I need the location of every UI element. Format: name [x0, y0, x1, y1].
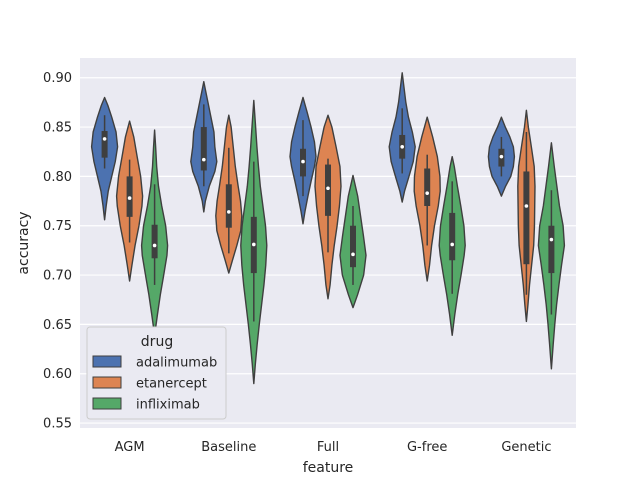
- y-tick-label: 0.55: [43, 417, 72, 432]
- legend: drug adalimumab etanercept infliximab: [86, 326, 227, 420]
- legend-label: adalimumab: [136, 356, 217, 371]
- y-tick-label: 0.90: [43, 71, 72, 86]
- violin-iqr-box: [101, 131, 108, 158]
- legend-swatch: [92, 376, 122, 389]
- violin-median: [351, 252, 355, 257]
- legend-label: etanercept: [136, 377, 207, 392]
- legend-box: [86, 326, 227, 420]
- x-axis-label: feature: [303, 460, 354, 476]
- violin-median: [152, 243, 157, 248]
- violin-iqr-box: [350, 225, 356, 268]
- y-tick-label: 0.60: [43, 367, 72, 382]
- violin-iqr-box: [151, 224, 158, 259]
- violin-iqr-box: [424, 168, 431, 206]
- violin-median: [400, 145, 405, 149]
- violins: [90, 72, 566, 385]
- violin-iqr-box: [325, 164, 331, 216]
- x-tick-label: AGM: [115, 440, 145, 455]
- y-tick-label: 0.85: [43, 121, 72, 136]
- x-tick-label: G-free: [407, 440, 447, 455]
- y-tick-label: 0.65: [43, 318, 72, 333]
- y-axis-label: accuracy: [16, 211, 32, 274]
- violin-iqr-box: [449, 212, 456, 261]
- violin-median: [102, 137, 107, 141]
- y-tick-label: 0.75: [43, 219, 72, 234]
- violin-median: [202, 157, 206, 162]
- y-tick-labels: 0.55 0.60 0.65 0.70 0.75 0.80 0.85 0.90: [43, 71, 72, 431]
- legend-items: adalimumab etanercept infliximab: [92, 355, 217, 413]
- violin-median: [499, 154, 504, 159]
- violin-median: [326, 186, 330, 191]
- legend-swatch: [92, 397, 122, 410]
- legend-swatch: [92, 355, 122, 368]
- violin-iqr-box: [200, 127, 207, 171]
- x-tick-labels: AGM Baseline Full G-free Genetic: [115, 440, 552, 455]
- violin-iqr-box: [225, 184, 232, 228]
- y-tick-label: 0.80: [43, 170, 72, 185]
- x-tick-label: Genetic: [501, 440, 551, 455]
- violin-median: [227, 210, 231, 214]
- x-tick-label: Full: [317, 440, 339, 455]
- violin-iqr-box: [523, 171, 530, 265]
- violin-iqr-box: [548, 225, 555, 274]
- x-tick-label: Baseline: [201, 440, 256, 455]
- violin-median: [549, 237, 554, 242]
- violin-median: [301, 159, 305, 164]
- y-tick-label: 0.70: [43, 269, 72, 284]
- violin-median: [252, 242, 256, 247]
- violin-median: [450, 242, 455, 247]
- legend-label: infliximab: [136, 398, 200, 413]
- violin-median: [524, 204, 529, 208]
- violin-median: [127, 196, 132, 200]
- violin-median: [425, 191, 430, 195]
- legend-title: drug: [141, 334, 173, 350]
